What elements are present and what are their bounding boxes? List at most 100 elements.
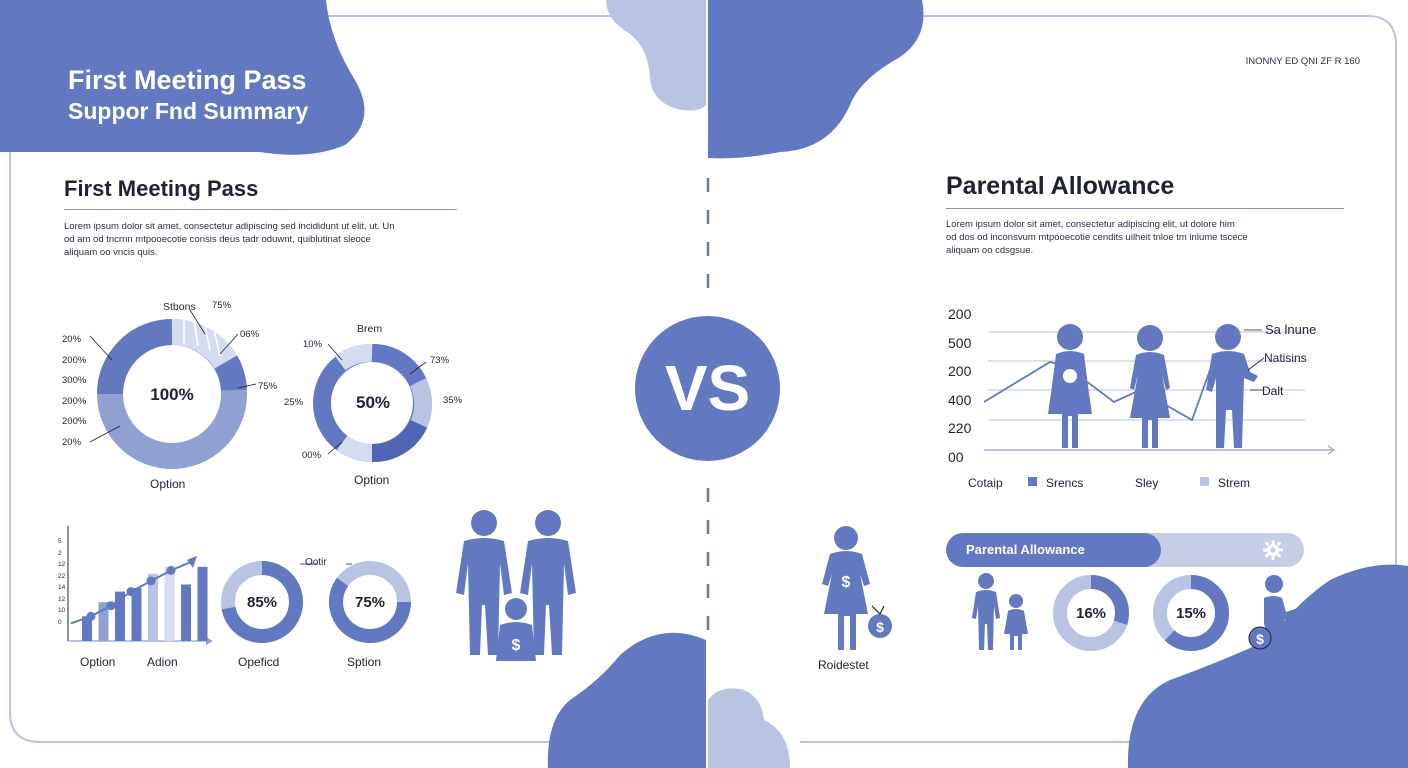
- mini-y-tick: 5: [58, 538, 62, 545]
- donut2-center-value: 50%: [355, 393, 391, 412]
- legend-item: Strem: [1218, 476, 1251, 490]
- right-callout: Dalt: [1262, 384, 1284, 398]
- left-section-title: First Meeting Pass: [64, 176, 259, 201]
- right-section-title: Parental Allowance: [946, 172, 1175, 200]
- right-y-tick: 400: [948, 391, 972, 408]
- ring2-top-label: Ootir: [305, 557, 327, 568]
- donut2-label: 73%: [430, 355, 450, 366]
- donut1-tick: 20%: [62, 436, 82, 448]
- ring1-fill: [221, 561, 303, 643]
- right-callout: Sa lnune: [1265, 322, 1317, 337]
- mini-chart-trend-point: [106, 601, 116, 611]
- ring1-caption: Opeficd: [238, 655, 280, 669]
- mini-chart-y-ticks: 5 2 12 22 14 12 10 0: [58, 536, 65, 628]
- mini-chart-trend-arrow: [187, 555, 197, 568]
- donut1-dark-segment: [97, 319, 173, 395]
- top-center-dark-blob: [708, 0, 924, 159]
- right-ring2-value: 15%: [1175, 605, 1207, 622]
- figure-badge: [1063, 369, 1077, 383]
- mini-chart-bar: [148, 573, 158, 641]
- right-lorem-line: Lorem ipsum dolor sit amet, consectetur …: [946, 219, 1235, 230]
- right-y-tick: 220: [948, 420, 972, 436]
- ring2-value: 75%: [354, 594, 386, 611]
- right-chart-trend-line: [983, 361, 1211, 422]
- allowance-progress-fill: [946, 533, 1161, 567]
- mini-y-tick: 12: [58, 561, 66, 568]
- vs-label: VS: [664, 352, 751, 424]
- donut-chart-2: [313, 343, 433, 462]
- woman-figure-caption: Roidestet: [818, 658, 869, 672]
- donut2-label: 25%: [284, 397, 304, 408]
- people-figures: [1048, 324, 1258, 448]
- donut2-light-segment: [409, 378, 433, 428]
- mini-y-tick: 14: [58, 584, 66, 591]
- banner-title-line1: First Meeting Pass: [68, 65, 307, 95]
- donut1-left-ticks: 20% 200% 300% 200% 200% 20%: [62, 330, 86, 453]
- mini-chart-bar: [115, 591, 125, 641]
- banner-title: First Meeting Pass Suppor Fnd Summary: [68, 64, 308, 126]
- allowance-progress-label: Parental Allowance: [966, 542, 1085, 557]
- mini-chart-trend-point: [86, 611, 96, 621]
- mini-chart-trend-point: [126, 587, 136, 597]
- svg-text:$: $: [512, 637, 521, 654]
- right-chart-y-ticks: 200 500 200 400 220 00: [948, 300, 971, 471]
- right-callout: Natisins: [1264, 351, 1307, 365]
- donut1-tick: 200%: [62, 354, 87, 366]
- left-lorem-line: aliquam oo vncis quis.: [64, 247, 158, 258]
- right-lorem: Lorem ipsum dolor sit amet, consectetur …: [946, 218, 1346, 257]
- mini-chart-bar: [197, 566, 208, 641]
- mini-chart-trend-point: [146, 576, 156, 586]
- legend-item: Cotaip: [968, 476, 1003, 490]
- mini-y-tick: 0: [58, 618, 62, 626]
- bottom-center-light-blob: [708, 688, 790, 768]
- top-right-code: INONNY ED QNI ZF R 160: [1245, 56, 1360, 67]
- donut1-top-pct: 75%: [212, 300, 232, 311]
- donut2-top-label: Brem: [357, 323, 383, 335]
- banner-title-line2: Suppor Fnd Summary: [68, 98, 309, 124]
- donut-chart-1: [89, 309, 257, 469]
- mini-chart-bar: [98, 602, 109, 641]
- right-progress-rings: [1053, 575, 1229, 651]
- mini-chart-bar: [181, 584, 191, 641]
- bottom-right-blob: [1127, 564, 1408, 768]
- left-lorem-line: Lorem ipsum dolor sit amet, consectetur …: [64, 221, 395, 232]
- donut2-dark-segment: [371, 419, 428, 462]
- ring2-caption: Sption: [347, 655, 382, 669]
- right-section-rule: [946, 208, 1344, 209]
- donut1-caption: Option: [150, 477, 186, 491]
- donut2-label: 10%: [303, 339, 323, 350]
- donut1-right-pct2: 75%: [258, 381, 278, 392]
- disabled-person-icon: $: [1248, 575, 1300, 650]
- right-ring1-fill: [1053, 575, 1129, 651]
- mini-bar-chart: [67, 526, 213, 645]
- allowance-progress-bar: Parental Allowance: [946, 533, 1304, 567]
- mini-chart-label: Adion: [147, 655, 178, 669]
- donut1-tick: 200%: [62, 416, 87, 427]
- family-figures-icon: $: [456, 510, 576, 661]
- woman-money-icon: $ $: [822, 526, 892, 650]
- mini-chart-bar: [131, 588, 142, 641]
- mini-chart-bar: [164, 566, 175, 641]
- parent-child-icon: [972, 573, 1028, 650]
- mini-y-tick: 10: [58, 607, 66, 614]
- mini-chart-trend-point: [166, 565, 176, 575]
- right-ring2-fill: [1153, 575, 1229, 651]
- donut2-caption: Option: [354, 473, 390, 487]
- right-y-tick: 200: [948, 363, 972, 379]
- svg-text:$: $: [876, 619, 884, 635]
- donut1-accent-segment: [214, 355, 247, 392]
- ring2-fill: [329, 561, 411, 643]
- donut2-label: 35%: [443, 395, 463, 406]
- donut1-top-label: Stbons: [163, 301, 196, 313]
- left-progress-rings: [221, 561, 411, 643]
- mini-chart-bar: [82, 616, 92, 641]
- svg-text:$: $: [1256, 631, 1264, 647]
- right-ring1-value: 16%: [1075, 605, 1107, 622]
- gear-icon: [1263, 540, 1283, 560]
- donut1-tick: 300%: [62, 375, 87, 386]
- mini-chart-label: Option: [80, 655, 116, 669]
- legend-swatch: [1028, 477, 1037, 486]
- donut2-label: 00%: [302, 450, 322, 461]
